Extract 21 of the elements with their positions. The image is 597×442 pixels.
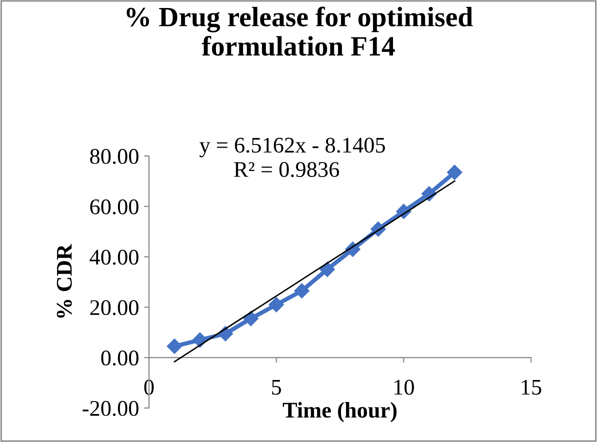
y-tick-label: 80.00 bbox=[90, 148, 138, 164]
point bbox=[294, 283, 310, 298]
y-tick-label: 40.00 bbox=[90, 250, 138, 265]
y-tick-label: -20.00 bbox=[82, 400, 138, 416]
x-tick-label: 0 bbox=[144, 380, 154, 395]
point bbox=[268, 297, 284, 312]
x-tick-label: 10 bbox=[394, 380, 414, 395]
y-axis-title: % CDR bbox=[56, 244, 72, 318]
annotation: R² = 0.9836 bbox=[234, 162, 340, 178]
y-tick-label: 20.00 bbox=[90, 300, 138, 316]
annotation: y = 6.5162x - 8.1405 bbox=[200, 138, 385, 158]
x-tick-label: 15 bbox=[522, 380, 542, 395]
point bbox=[320, 262, 335, 277]
point bbox=[447, 164, 462, 180]
point bbox=[166, 338, 182, 354]
point bbox=[243, 310, 258, 326]
y-tick-label: 0.00 bbox=[101, 350, 138, 366]
chart-title: % Drug release for optimised formulation F14 bbox=[126, 6, 473, 56]
y-tick-label: 60.00 bbox=[90, 199, 138, 214]
x-axis-title: Time (hour) bbox=[282, 402, 397, 422]
x-tick-label: 5 bbox=[272, 380, 282, 395]
